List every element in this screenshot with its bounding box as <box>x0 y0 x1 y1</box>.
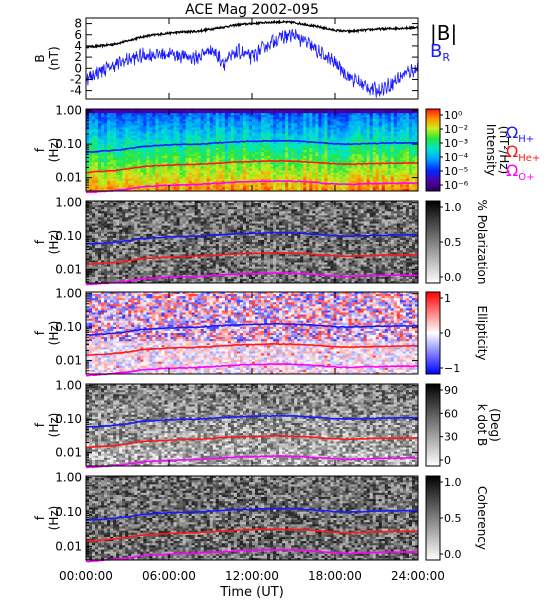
y-tick-label: 0.01 <box>55 354 82 368</box>
y-axis-unit: (Hz) <box>47 321 61 346</box>
colorbar-tick-label: 60 <box>444 407 458 420</box>
y-axis-unit: (Hz) <box>47 230 61 255</box>
y-axis-label: B <box>33 54 47 62</box>
colorbar-tick-label: 10⁰ <box>444 109 463 122</box>
series-line-b-magnitude <box>86 21 418 48</box>
colorbar-tick-label: 30 <box>444 431 458 444</box>
colorbar-tick-label: −1 <box>444 362 460 375</box>
y-tick-label: 0.01 <box>55 446 82 460</box>
y-axis-unit: (nT) <box>47 46 61 70</box>
y-axis-label: f <box>33 515 47 520</box>
y-tick-label: 1.00 <box>55 471 82 485</box>
colorbar-tick-label: 10⁻⁴ <box>444 151 469 164</box>
y-tick-label: 0.01 <box>55 263 82 277</box>
y-tick-label: 1.00 <box>55 287 82 301</box>
colorbar-tick-label: 1.0 <box>444 476 462 489</box>
colorbar-tick-label: 0.5 <box>444 236 462 249</box>
x-axis-label: Time (UT) <box>219 585 284 600</box>
colorbar-tick-label: 1 <box>444 292 451 305</box>
intensity-colorbar-title: Intensity <box>484 124 498 176</box>
colorbar-tick-label: 10⁻³ <box>444 137 468 150</box>
colorbar-tick-label: 1.0 <box>444 201 462 214</box>
polarization-colorbar <box>426 201 440 283</box>
y-tick-label: 0.01 <box>55 171 82 185</box>
colorbar-tick-label: 10⁻⁶ <box>444 179 469 192</box>
x-tick-label: 12:00:00 <box>225 569 279 583</box>
y-axis-unit: (Hz) <box>47 506 61 531</box>
x-tick-label: 18:00:00 <box>308 569 362 583</box>
y-axis-label: f <box>33 330 47 335</box>
colorbar-tick-label: 0.0 <box>444 548 462 561</box>
colorbar-tick-label: 0 <box>444 454 451 467</box>
colorbar-tick-label: 10⁻⁵ <box>444 165 468 178</box>
k-dot-b-colorbar-unit: (Deg) <box>488 408 502 442</box>
x-tick-label: 24:00:00 <box>391 569 445 583</box>
ellipticity-colorbar <box>426 292 440 374</box>
legend-omega-o-plus: ΩO+ <box>506 161 534 183</box>
y-axis-unit: (Hz) <box>47 138 61 163</box>
y-axis-label: f <box>33 147 47 152</box>
y-tick-label: 1.00 <box>55 379 82 393</box>
coherency-colorbar <box>426 476 440 560</box>
colorbar-tick-label: 10⁻² <box>444 123 468 136</box>
intensity-colorbar <box>426 109 440 191</box>
y-tick-label: 0.01 <box>55 539 82 553</box>
polarization-colorbar-title: % Polarization <box>475 200 489 285</box>
y-axis-unit: (Hz) <box>47 413 61 438</box>
y-tick-label: 1.00 <box>55 196 82 210</box>
coherency-colorbar-title: Coherency <box>475 486 489 550</box>
y-axis-label: f <box>33 422 47 427</box>
ellipticity-colorbar-title: Ellipticity <box>475 306 489 361</box>
x-tick-label: 00:00:00 <box>59 569 113 583</box>
k-dot-b-colorbar <box>426 384 440 466</box>
y-axis-label: f <box>33 239 47 244</box>
k-dot-b-colorbar-title: k dot B <box>475 404 489 446</box>
y-tick-label: 1.00 <box>55 104 82 118</box>
colorbar-tick-label: 0.0 <box>444 271 462 284</box>
colorbar-tick-label: 0 <box>444 327 451 340</box>
x-tick-label: 06:00:00 <box>142 569 196 583</box>
colorbar-tick-label: 90 <box>444 384 458 397</box>
intensity-panel: 1.000.100.01f (Hz)10⁰10⁻²10⁻³10⁻⁴10⁻⁵10⁻⁶… <box>33 104 540 193</box>
colorbar-tick-label: 0.5 <box>444 512 462 525</box>
chart-title: ACE Mag 2002-095 <box>185 2 319 18</box>
polarization-panel: 1.000.100.01f (Hz)1.00.50.0% Polarization <box>33 196 489 285</box>
y-tick-label: 8 <box>74 17 82 31</box>
